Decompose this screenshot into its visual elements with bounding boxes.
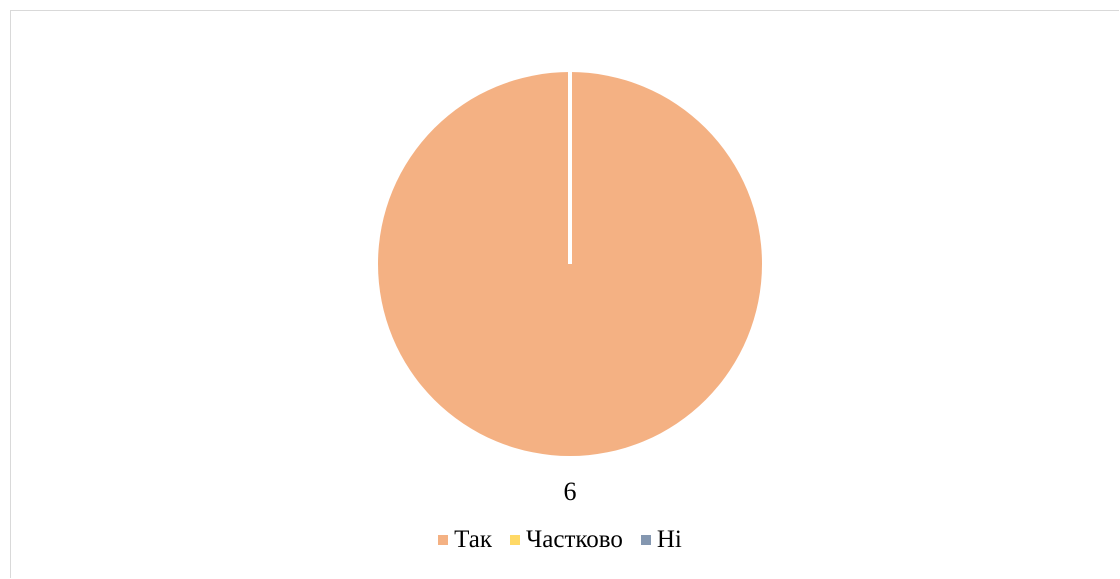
pie-slices: [378, 72, 762, 456]
legend-label-chastkovo: Частково: [526, 526, 623, 553]
legend-swatch-chastkovo: [510, 535, 520, 545]
legend-label-tak: Так: [454, 526, 492, 553]
legend-swatch-ni: [640, 535, 651, 545]
legend-item-chastkovo[interactable]: Частково: [510, 526, 623, 554]
legend: Так Частково Ні: [0, 520, 1120, 560]
legend-swatch-tak: [438, 535, 449, 545]
data-label-tak: 6: [564, 477, 577, 506]
legend-item-ni[interactable]: Ні: [640, 526, 682, 554]
legend-item-tak[interactable]: Так: [438, 526, 492, 554]
legend-label-ni: Ні: [656, 526, 682, 553]
